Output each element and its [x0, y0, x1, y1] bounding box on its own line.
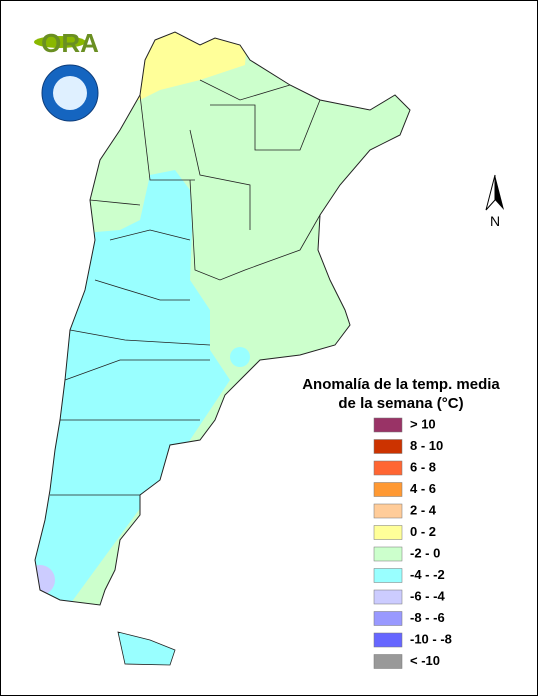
- legend-swatch: [373, 482, 403, 497]
- legend-label: 4 - 6: [410, 481, 436, 496]
- legend-label: -2 - 0: [410, 545, 440, 560]
- legend-label: 2 - 4: [410, 502, 437, 517]
- cool-spot: [230, 347, 250, 367]
- logo: ORA: [34, 28, 99, 122]
- legend-label: 0 - 2: [410, 524, 436, 539]
- logo-swoosh: [34, 36, 86, 48]
- legend-swatch: [373, 417, 403, 433]
- legend-swatch: [373, 503, 403, 519]
- north-label: N: [490, 213, 500, 229]
- legend-label: -10 - -8: [410, 631, 452, 646]
- legend-label: -4 - -2: [410, 567, 445, 582]
- legend-swatch: [373, 611, 403, 626]
- cold-spot: [35, 565, 55, 595]
- legend-swatch: [373, 460, 403, 476]
- legend-label: 6 - 8: [410, 459, 436, 474]
- tierra-del-fuego: [117, 631, 176, 666]
- legend-label: -8 - -6: [410, 610, 445, 625]
- legend-title: Anomalía de la temp. media: [302, 376, 500, 393]
- legend-label: < -10: [410, 653, 440, 668]
- legend-label: -6 - -4: [410, 588, 445, 603]
- legend-swatch: [373, 439, 403, 454]
- legend: > 10 8 - 10 6 - 8 4 - 6 2 - 4 0 - 2 -2 - 0 -4 -…: [373, 416, 452, 669]
- north-arrow: N: [485, 174, 504, 229]
- legend-label: > 10: [410, 416, 436, 431]
- legend-swatch: [373, 568, 403, 583]
- legend-title: de la semana (°C): [338, 395, 463, 412]
- legend-swatch: [373, 525, 403, 540]
- legend-swatch: [373, 632, 403, 648]
- arrow-right: [495, 175, 504, 210]
- legend-swatch: [373, 654, 403, 669]
- legend-swatch: [373, 589, 403, 605]
- seal-inner: [53, 76, 87, 110]
- legend-swatch: [373, 546, 403, 562]
- province-borders: [50, 79, 321, 496]
- legend-label: 8 - 10: [410, 438, 443, 453]
- logo-text: ORA: [41, 28, 99, 58]
